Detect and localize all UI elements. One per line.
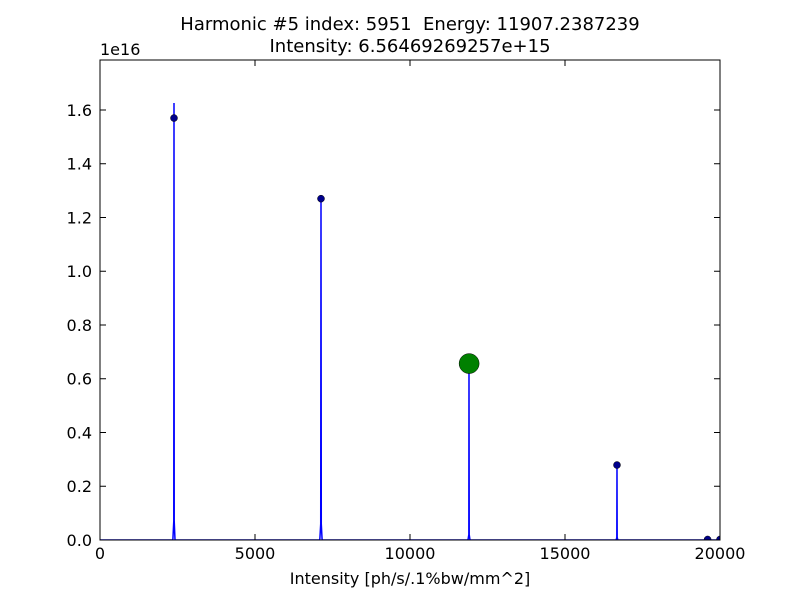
chart-title: Harmonic #5 index: 5951 Energy: 11907.23…	[180, 14, 639, 35]
harmonic-point	[716, 535, 720, 540]
x-tick-label: 5000	[235, 544, 276, 563]
x-axis-label: Intensity [ph/s/.1%bw/mm^2]	[290, 569, 530, 588]
plot-area	[100, 102, 720, 540]
x-tick-label: 15000	[540, 544, 591, 563]
harmonic-point	[613, 461, 621, 469]
y-tick-label: 1.0	[67, 262, 92, 281]
x-tick-label: 20000	[695, 544, 746, 563]
y-tick-label: 0.6	[67, 370, 92, 389]
y-tick-label: 0.4	[67, 423, 92, 442]
spectrum-line	[100, 102, 720, 540]
x-tick-label: 10000	[385, 544, 436, 563]
y-tick-label: 1.6	[67, 101, 92, 120]
harmonic-point	[170, 114, 178, 122]
y-tick-label: 0.0	[67, 531, 92, 550]
y-tick-label: 0.8	[67, 316, 92, 335]
y-offset-label: 1e16	[100, 40, 140, 59]
highlight-point	[458, 353, 480, 374]
harmonic-point	[703, 535, 712, 540]
y-tick-label: 0.2	[67, 477, 92, 496]
y-tick-label: 1.4	[67, 155, 92, 174]
harmonic-point	[317, 194, 325, 203]
x-tick-label: 0	[95, 544, 105, 563]
y-tick-label: 1.2	[67, 208, 92, 227]
chart-subtitle: Intensity: 6.56469269257e+15	[269, 36, 550, 57]
